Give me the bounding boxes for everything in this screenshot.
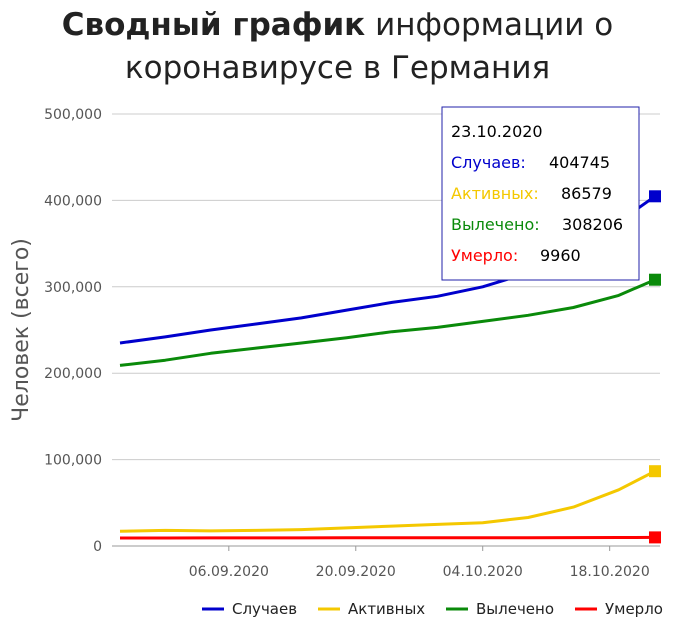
y-tick-label: 300,000 [44, 280, 102, 296]
legend-label-active: Активных [348, 600, 425, 618]
marker-active[interactable] [649, 465, 661, 478]
series-line-recovered [119, 278, 656, 367]
tooltip-label-deaths: Умерло: [451, 246, 518, 265]
legend-item-deaths[interactable]: Умерло [575, 600, 663, 618]
tooltip-label-recovered: Вылечено: [451, 215, 540, 234]
legend-label-cases: Случаев [232, 600, 297, 618]
series-markers[interactable] [649, 190, 661, 544]
tooltip: 23.10.2020 Случаев: 404745 Активных: 86579 Вы… [441, 106, 640, 281]
y-tick-label: 500,000 [44, 107, 102, 123]
marker-recovered[interactable] [649, 273, 661, 286]
legend-label-recovered: Вылечено [476, 600, 554, 618]
tooltip-value-deaths: 9960 [540, 246, 581, 265]
x-tick-label: 06.09.2020 [189, 564, 269, 580]
tooltip-label-active: Активных: [451, 184, 539, 203]
legend-item-active[interactable]: Активных [318, 600, 425, 618]
tooltip-value-cases: 404745 [549, 153, 610, 172]
marker-cases[interactable] [649, 190, 661, 203]
series-line-deaths [120, 535, 656, 540]
legend[interactable]: Случаев Активных Вылечено Умерло [202, 600, 663, 618]
y-tick-label: 100,000 [44, 453, 102, 469]
x-tick-label: 18.10.2020 [570, 564, 650, 580]
y-axis-label: Человек (всего) [9, 238, 34, 422]
y-tick-labels: 0 100,000 200,000 300,000 400,000 500,000 [44, 107, 102, 555]
tooltip-value-recovered: 308206 [562, 215, 623, 234]
y-tick-label: 200,000 [44, 366, 102, 382]
x-tick-label: 04.10.2020 [443, 564, 523, 580]
marker-deaths[interactable] [649, 531, 661, 544]
series-line-active [119, 469, 656, 533]
legend-label-deaths: Умерло [605, 600, 663, 618]
chart-title: Сводный график информации о коронавирусе… [0, 4, 675, 90]
tooltip-box [441, 106, 640, 281]
tooltip-label-cases: Случаев: [451, 153, 526, 172]
legend-item-recovered[interactable]: Вылечено [446, 600, 554, 618]
tooltip-date: 23.10.2020 [451, 122, 543, 141]
y-tick-label: 400,000 [44, 193, 102, 209]
x-tick-labels: 06.09.2020 20.09.2020 04.10.2020 18.10.2020 [189, 546, 650, 580]
tooltip-value-active: 86579 [561, 184, 612, 203]
legend-item-cases[interactable]: Случаев [202, 600, 297, 618]
chart-title-bold: Сводный график [61, 7, 366, 43]
y-tick-label: 0 [93, 539, 102, 555]
x-tick-label: 20.09.2020 [316, 564, 396, 580]
chart-title-rest: информации о коронавирусе в Германия [124, 7, 614, 86]
